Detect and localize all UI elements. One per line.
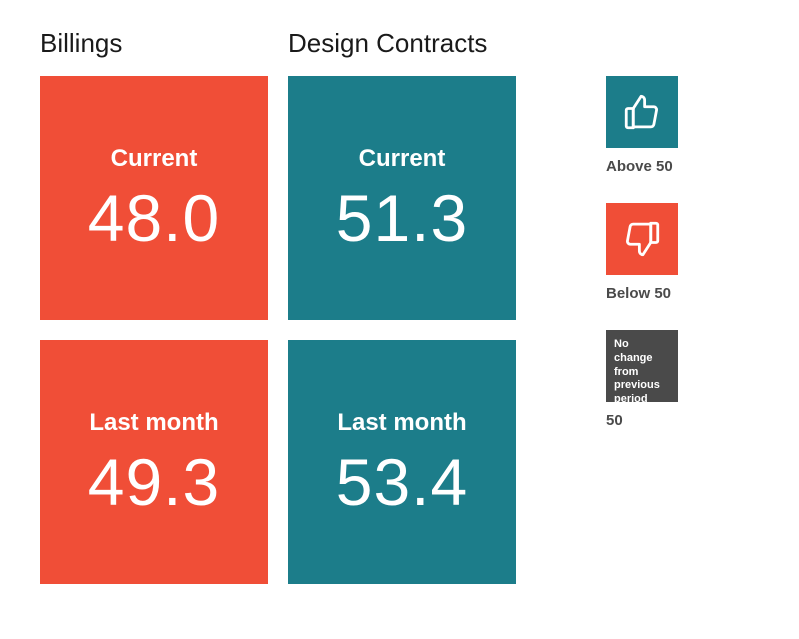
tile-label: Current: [111, 145, 198, 173]
tile-contracts-current: Current 51.3: [288, 76, 516, 320]
tile-label: Current: [359, 145, 446, 173]
thumbs-up-icon: [606, 76, 678, 148]
tile-label: Last month: [89, 409, 218, 437]
tile-contracts-lastmonth: Last month 53.4: [288, 340, 516, 584]
column-header: Design Contracts: [288, 28, 516, 62]
legend-above: Above 50: [606, 76, 678, 175]
tile-value: 51.3: [336, 185, 468, 251]
column-billings: Billings Current 48.0 Last month 49.3: [40, 28, 268, 584]
legend-label: Below 50: [606, 285, 678, 302]
tile-value: 48.0: [88, 185, 220, 251]
column-header: Billings: [40, 28, 268, 62]
tile-billings-lastmonth: Last month 49.3: [40, 340, 268, 584]
neutral-box: No change from previous period: [606, 330, 678, 402]
dashboard: Billings Current 48.0 Last month 49.3 De…: [40, 28, 759, 584]
thumbs-down-icon: [606, 203, 678, 275]
tile-label: Last month: [337, 409, 466, 437]
neutral-text: No change from previous period: [614, 338, 670, 407]
tile-value: 53.4: [336, 449, 468, 515]
tile-value: 49.3: [88, 449, 220, 515]
legend-label: 50: [606, 412, 678, 429]
legend: Above 50 Below 50 No change from previou…: [606, 28, 678, 584]
metric-columns: Billings Current 48.0 Last month 49.3 De…: [40, 28, 516, 584]
tile-billings-current: Current 48.0: [40, 76, 268, 320]
legend-below: Below 50: [606, 203, 678, 302]
legend-neutral: No change from previous period 50: [606, 330, 678, 429]
column-design-contracts: Design Contracts Current 51.3 Last month…: [288, 28, 516, 584]
legend-label: Above 50: [606, 158, 678, 175]
